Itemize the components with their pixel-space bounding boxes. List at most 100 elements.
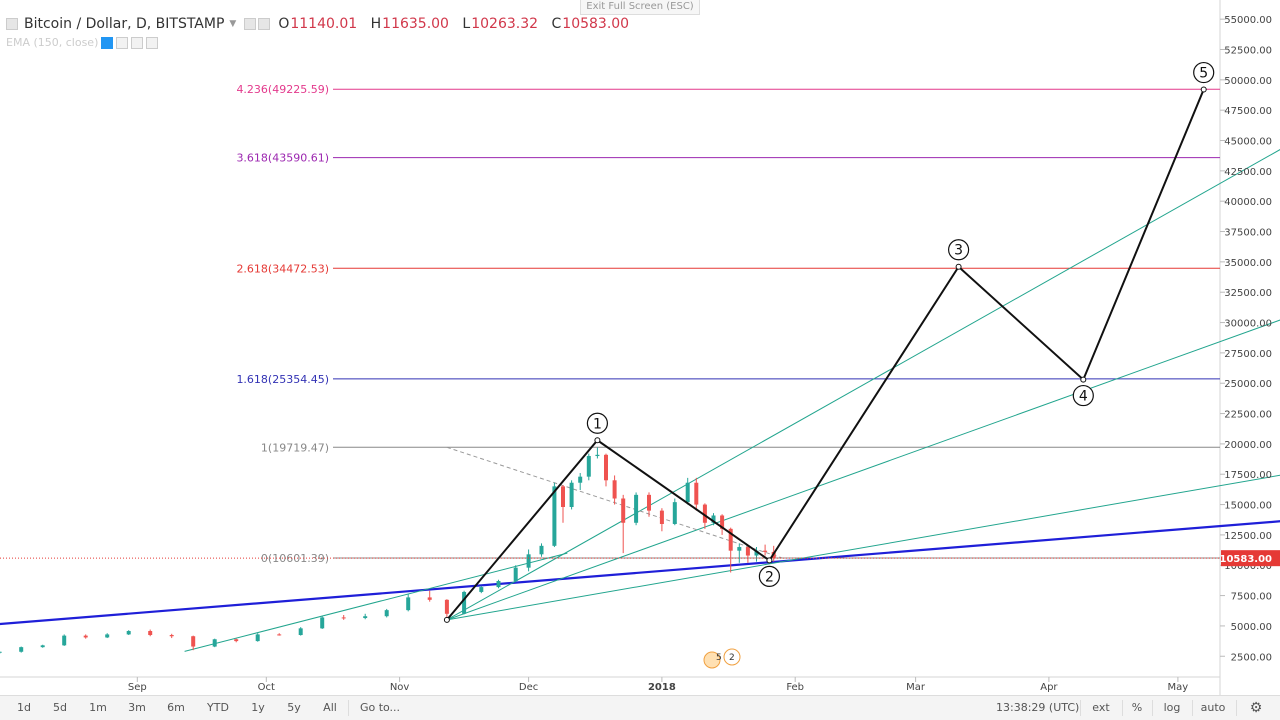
open-value: 11140.01 bbox=[290, 16, 358, 32]
eye-icon[interactable] bbox=[101, 36, 114, 49]
candle-body bbox=[427, 597, 432, 600]
candle-body bbox=[148, 631, 153, 636]
range-1y-button[interactable]: 1y bbox=[251, 701, 265, 714]
price-tick-label: 5000.00 bbox=[1231, 622, 1272, 633]
candle-body bbox=[586, 456, 591, 477]
price-tick-label: 37500.00 bbox=[1224, 228, 1272, 239]
candle-body bbox=[578, 476, 583, 483]
price-tick-label: 40000.00 bbox=[1224, 197, 1272, 208]
wave-label-3: 3 bbox=[954, 243, 963, 259]
fib-level-label: 3.618(43590.61) bbox=[236, 152, 329, 165]
close-label: C bbox=[551, 16, 562, 32]
candle-body bbox=[621, 498, 626, 523]
candle-body bbox=[647, 494, 651, 511]
candle-body bbox=[277, 634, 282, 636]
log-toggle[interactable]: log bbox=[1163, 701, 1181, 714]
close-square-icon[interactable] bbox=[258, 18, 271, 30]
chevron-down-icon[interactable]: ▼ bbox=[229, 19, 237, 29]
close-icon[interactable] bbox=[146, 36, 159, 49]
candle-body bbox=[694, 482, 699, 505]
exit-fullscreen-button[interactable]: Exit Full Screen (ESC) bbox=[580, 0, 700, 15]
fib-level-label: 4.236(49225.59) bbox=[236, 83, 329, 96]
range-5y-button[interactable]: 5y bbox=[287, 701, 301, 714]
event-flags[interactable]: 5 2 bbox=[703, 648, 741, 669]
plot-area bbox=[0, 0, 1220, 677]
fib-level-label: 1.618(25354.45) bbox=[236, 373, 329, 386]
toolbar-divider bbox=[348, 700, 349, 716]
price-tick-label: 22500.00 bbox=[1224, 410, 1272, 421]
price-tick-label: 52500.00 bbox=[1224, 46, 1272, 57]
candle-body bbox=[19, 647, 24, 652]
event-marker-icon[interactable] bbox=[723, 648, 741, 666]
candle-body bbox=[496, 581, 501, 588]
time-tick-label: Nov bbox=[390, 682, 410, 693]
price-tick-label: 2500.00 bbox=[1231, 652, 1272, 663]
wave-label-circle bbox=[758, 565, 781, 587]
collapse-icon[interactable] bbox=[6, 18, 18, 30]
low-value: 10263.32 bbox=[471, 16, 539, 32]
candle-body bbox=[62, 635, 67, 646]
wave-point bbox=[594, 437, 601, 444]
bottom-toolbar: 1d 5d 1m 3m 6m YTD 1y 5y All Go to... 13… bbox=[0, 695, 1280, 720]
range-6m-button[interactable]: 6m bbox=[167, 701, 185, 714]
candle-body bbox=[169, 635, 174, 637]
time-tick-label: Apr bbox=[1040, 682, 1058, 693]
candle-body bbox=[444, 599, 449, 614]
candlesticks bbox=[0, 447, 1220, 654]
time-tick-label: Oct bbox=[258, 682, 275, 693]
candle-body bbox=[298, 628, 303, 636]
price-tick-label: 35000.00 bbox=[1224, 258, 1272, 269]
event-count-5: 5 bbox=[716, 653, 722, 663]
candle-body bbox=[479, 587, 484, 592]
range-ytd-button[interactable]: YTD bbox=[207, 701, 229, 714]
fib-level-label: 1(19719.47) bbox=[261, 441, 329, 454]
support-trendline bbox=[0, 520, 1280, 626]
toolbar-divider bbox=[1080, 700, 1081, 716]
candle-body bbox=[384, 610, 389, 617]
range-3m-button[interactable]: 3m bbox=[128, 701, 146, 714]
price-tick-label: 47500.00 bbox=[1224, 106, 1272, 117]
indicator-label[interactable]: EMA (150, close) bbox=[6, 36, 99, 49]
go-to-button[interactable]: Go to... bbox=[359, 701, 401, 714]
range-all-button[interactable]: All bbox=[323, 701, 337, 714]
candle-body bbox=[685, 482, 690, 503]
candle-body bbox=[539, 545, 544, 555]
wave-point bbox=[443, 616, 450, 623]
price-chart[interactable]: 4.236(49225.59) 3.618(43590.61) 2.618(3447… bbox=[0, 0, 1280, 695]
utc-clock[interactable]: 13:38:29 (UTC) bbox=[996, 701, 1080, 714]
price-tick-label: 12500.00 bbox=[1224, 531, 1272, 542]
wave-label-circle bbox=[1072, 384, 1094, 407]
settings-square-icon[interactable] bbox=[244, 18, 257, 30]
us-flag-icon[interactable] bbox=[703, 651, 721, 669]
auto-toggle[interactable]: auto bbox=[1200, 701, 1226, 714]
settings-icon[interactable] bbox=[116, 36, 129, 49]
percent-toggle[interactable]: % bbox=[1131, 701, 1143, 714]
range-1m-button[interactable]: 1m bbox=[89, 701, 107, 714]
range-1d-button[interactable]: 1d bbox=[17, 701, 31, 714]
toolbar-divider bbox=[1236, 700, 1237, 716]
symbol-title[interactable]: Bitcoin / Dollar, D, BITSTAMP bbox=[24, 16, 225, 32]
candle-body bbox=[212, 639, 217, 647]
candle-body bbox=[83, 635, 88, 638]
candle-body bbox=[672, 502, 677, 524]
wave-point bbox=[1080, 376, 1087, 383]
ext-toggle[interactable]: ext bbox=[1092, 701, 1110, 714]
fibonacci-levels: 4.236(49225.59) 3.618(43590.61) 2.618(3447… bbox=[236, 83, 1220, 565]
candle-body bbox=[702, 504, 707, 523]
add-icon[interactable] bbox=[131, 36, 144, 49]
fan-trendline bbox=[184, 552, 568, 652]
elliott-wave: 1 2 3 4 5 bbox=[443, 61, 1215, 623]
candle-body bbox=[711, 515, 716, 523]
wave-point bbox=[766, 557, 773, 564]
gear-icon[interactable]: ⚙ bbox=[1249, 700, 1263, 716]
range-5d-button[interactable]: 5d bbox=[53, 701, 67, 714]
candle-body bbox=[720, 515, 725, 529]
toolbar-divider bbox=[1192, 700, 1193, 716]
candle-body bbox=[763, 550, 768, 552]
wave-path bbox=[446, 89, 1205, 621]
wave-label-1: 1 bbox=[593, 416, 602, 432]
price-tick-label: 27500.00 bbox=[1224, 349, 1272, 360]
price-tick-label: 50000.00 bbox=[1224, 76, 1272, 87]
price-tick-label: 15000.00 bbox=[1224, 501, 1272, 512]
